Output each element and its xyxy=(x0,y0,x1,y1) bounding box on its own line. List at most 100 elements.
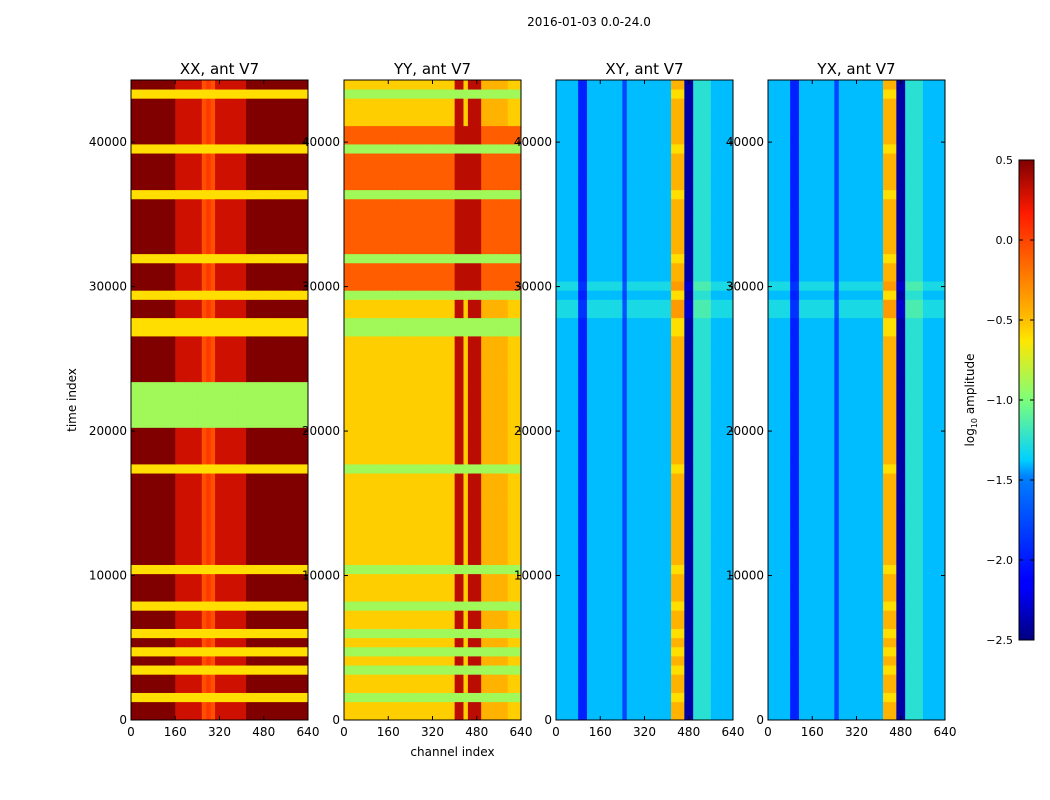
heatmap-cell xyxy=(197,98,203,108)
heatmap-cell xyxy=(179,400,185,410)
heatmap-cell xyxy=(370,372,376,383)
heatmap-cell xyxy=(436,610,442,620)
heatmap-cell xyxy=(476,509,482,520)
heatmap-cell xyxy=(250,528,256,538)
heatmap-cell xyxy=(263,482,269,492)
heatmap-cell xyxy=(445,537,451,547)
heatmap-cell xyxy=(467,491,473,501)
heatmap-cell xyxy=(374,619,380,629)
heatmap-cell xyxy=(512,445,517,456)
heatmap-cell xyxy=(131,180,136,191)
heatmap-cell xyxy=(184,454,189,465)
heatmap-cell xyxy=(352,308,358,319)
heatmap-cell xyxy=(184,299,189,309)
heatmap-cell xyxy=(405,637,411,648)
heatmap-cell xyxy=(485,528,491,538)
heatmap-cell xyxy=(237,372,243,383)
heatmap-cell xyxy=(179,125,185,136)
heatmap-cell xyxy=(388,464,394,474)
heatmap-cell xyxy=(179,244,185,255)
heatmap-cell xyxy=(179,546,185,556)
heatmap-cell xyxy=(436,564,442,575)
heatmap-cell xyxy=(166,610,172,620)
heatmap-cell xyxy=(494,281,500,291)
heatmap-cell xyxy=(401,637,407,648)
heatmap-cell xyxy=(157,454,163,465)
heatmap-cell xyxy=(175,290,181,300)
heatmap-cell xyxy=(179,98,185,108)
heatmap-cell xyxy=(441,674,447,684)
heatmap-cell xyxy=(259,445,265,456)
heatmap-cell xyxy=(294,153,300,163)
heatmap-cell xyxy=(428,445,433,456)
heatmap-cell xyxy=(490,564,495,575)
heatmap-cell xyxy=(206,601,212,611)
heatmap-cell xyxy=(472,345,478,355)
heatmap-cell xyxy=(246,372,251,383)
heatmap-cell xyxy=(290,290,296,300)
heatmap-cell xyxy=(201,628,207,639)
heatmap-cell xyxy=(299,317,304,328)
heatmap-cell xyxy=(184,646,189,657)
heatmap-cell xyxy=(503,326,509,337)
heatmap-cell xyxy=(352,454,358,465)
heatmap-cell xyxy=(228,326,234,337)
heatmap-cell xyxy=(285,473,291,483)
heatmap-cell xyxy=(192,665,198,675)
heatmap-cell xyxy=(481,500,487,511)
heatmap-cell xyxy=(135,189,141,200)
heatmap-cell xyxy=(272,582,278,593)
heatmap-cell xyxy=(388,281,394,291)
heatmap-cell xyxy=(144,235,150,245)
heatmap-cell xyxy=(228,89,234,99)
heatmap-cell xyxy=(148,217,154,227)
heatmap-cell xyxy=(206,628,212,639)
heatmap-cell xyxy=(361,253,367,264)
heatmap-cell xyxy=(184,153,189,163)
heatmap-cell xyxy=(170,528,176,538)
heatmap-cell xyxy=(219,198,225,209)
heatmap-cell xyxy=(232,710,238,721)
heatmap-cell xyxy=(285,226,291,236)
heatmap-cell xyxy=(379,500,385,511)
heatmap-cell xyxy=(210,473,216,483)
heatmap-cell xyxy=(290,628,296,639)
heatmap-cell xyxy=(361,665,367,675)
heatmap-cell xyxy=(139,592,145,602)
heatmap-cell xyxy=(188,381,194,392)
heatmap-cell xyxy=(441,464,447,474)
heatmap-cell xyxy=(179,89,185,99)
heatmap-cell xyxy=(414,710,420,721)
heatmap-cell xyxy=(237,107,243,117)
heatmap-cell xyxy=(290,372,296,383)
heatmap-cell xyxy=(374,518,380,529)
heatmap-cell xyxy=(485,555,491,565)
heatmap-cell xyxy=(259,464,265,474)
heatmap-cell xyxy=(148,646,154,657)
heatmap-cell xyxy=(241,582,247,593)
heatmap-cell xyxy=(410,272,416,282)
heatmap-cell xyxy=(290,198,296,209)
heatmap-cell xyxy=(148,491,154,501)
heatmap-cell xyxy=(370,326,376,337)
heatmap-cell xyxy=(157,473,163,483)
heatmap-cell xyxy=(494,665,500,675)
heatmap-cell xyxy=(175,80,181,90)
heatmap-cell xyxy=(259,674,265,684)
heatmap-cell xyxy=(215,528,220,538)
heatmap-cell xyxy=(197,345,203,355)
heatmap-cell xyxy=(432,427,438,437)
heatmap-cell xyxy=(131,98,136,108)
heatmap-cell xyxy=(228,473,234,483)
heatmap-cell xyxy=(179,509,185,520)
heatmap-cell xyxy=(410,345,416,355)
heatmap-cell xyxy=(516,528,522,538)
heatmap-cell xyxy=(374,555,380,565)
heatmap-cell xyxy=(467,244,473,255)
heatmap-cell xyxy=(352,345,358,355)
heatmap-cell xyxy=(445,262,451,273)
heatmap-cell xyxy=(490,592,495,602)
heatmap-cell xyxy=(175,656,181,666)
heatmap-cell xyxy=(423,564,429,575)
heatmap-cell xyxy=(188,125,194,136)
